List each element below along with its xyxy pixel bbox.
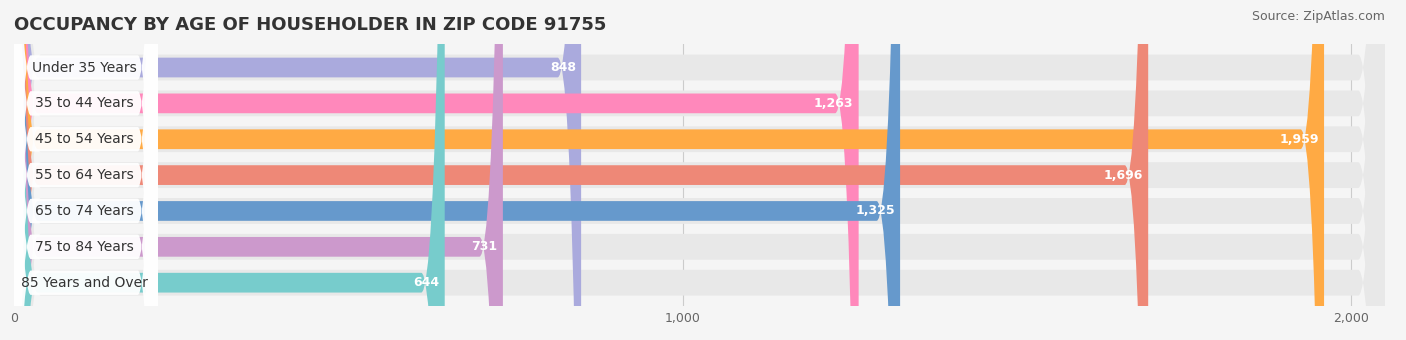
FancyBboxPatch shape bbox=[14, 0, 859, 340]
FancyBboxPatch shape bbox=[11, 0, 157, 340]
FancyBboxPatch shape bbox=[14, 0, 581, 340]
Text: Under 35 Years: Under 35 Years bbox=[32, 61, 136, 74]
FancyBboxPatch shape bbox=[14, 0, 1385, 340]
FancyBboxPatch shape bbox=[14, 0, 1324, 340]
FancyBboxPatch shape bbox=[11, 0, 157, 340]
FancyBboxPatch shape bbox=[14, 0, 444, 340]
FancyBboxPatch shape bbox=[11, 0, 157, 340]
Text: 848: 848 bbox=[550, 61, 576, 74]
Text: 1,325: 1,325 bbox=[855, 204, 894, 218]
Text: 1,696: 1,696 bbox=[1104, 169, 1143, 182]
FancyBboxPatch shape bbox=[14, 0, 1385, 340]
Text: Source: ZipAtlas.com: Source: ZipAtlas.com bbox=[1251, 10, 1385, 23]
FancyBboxPatch shape bbox=[14, 0, 1385, 340]
Text: 75 to 84 Years: 75 to 84 Years bbox=[35, 240, 134, 254]
Text: 1,959: 1,959 bbox=[1279, 133, 1319, 146]
Text: 644: 644 bbox=[413, 276, 439, 289]
Text: 45 to 54 Years: 45 to 54 Years bbox=[35, 132, 134, 146]
FancyBboxPatch shape bbox=[14, 0, 1385, 340]
FancyBboxPatch shape bbox=[14, 0, 1385, 340]
Text: 85 Years and Over: 85 Years and Over bbox=[21, 276, 148, 290]
FancyBboxPatch shape bbox=[11, 0, 157, 340]
Text: 35 to 44 Years: 35 to 44 Years bbox=[35, 96, 134, 110]
Text: 1,263: 1,263 bbox=[814, 97, 853, 110]
FancyBboxPatch shape bbox=[14, 0, 1385, 340]
FancyBboxPatch shape bbox=[14, 0, 900, 340]
FancyBboxPatch shape bbox=[11, 0, 157, 340]
FancyBboxPatch shape bbox=[14, 0, 1385, 340]
Text: OCCUPANCY BY AGE OF HOUSEHOLDER IN ZIP CODE 91755: OCCUPANCY BY AGE OF HOUSEHOLDER IN ZIP C… bbox=[14, 16, 606, 34]
Text: 731: 731 bbox=[471, 240, 498, 253]
Text: 65 to 74 Years: 65 to 74 Years bbox=[35, 204, 134, 218]
FancyBboxPatch shape bbox=[14, 0, 1149, 340]
Text: 55 to 64 Years: 55 to 64 Years bbox=[35, 168, 134, 182]
FancyBboxPatch shape bbox=[14, 0, 503, 340]
FancyBboxPatch shape bbox=[11, 0, 157, 340]
FancyBboxPatch shape bbox=[11, 0, 157, 340]
